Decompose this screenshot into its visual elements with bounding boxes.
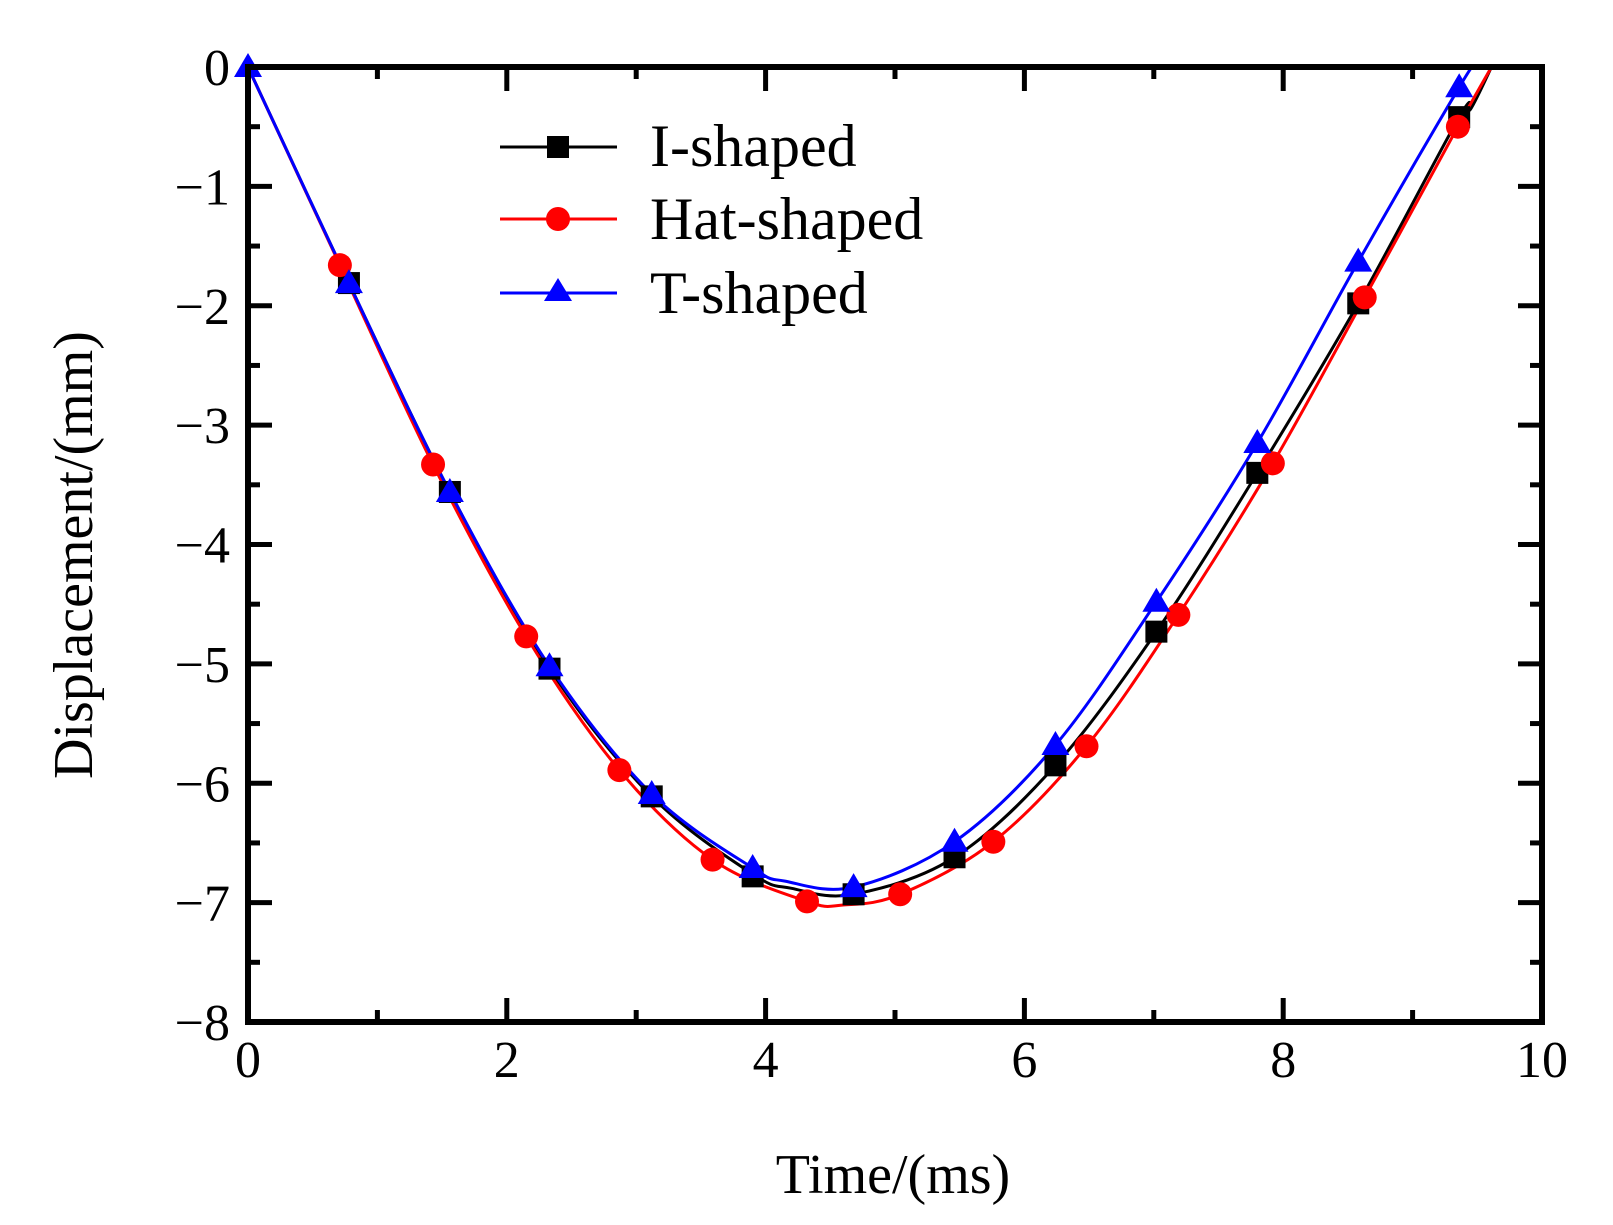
data-point-hat-shaped [421, 452, 446, 477]
y-tick-label: −5 [175, 637, 230, 694]
legend: I-shaped Hat-shaped T-shaped [500, 113, 923, 326]
legend-marker-triangle [544, 278, 572, 301]
y-tick-label: 0 [204, 40, 230, 97]
data-point-hat-shaped [1445, 114, 1470, 139]
data-point-hat-shaped [1260, 451, 1285, 476]
y-tick-label: −8 [175, 995, 230, 1052]
data-point-hat-shaped [795, 889, 820, 914]
data-point-i-shaped [1044, 754, 1067, 777]
data-point-i-shaped [1145, 620, 1168, 643]
y-tick-label: −1 [175, 159, 230, 216]
legend-label-i-shaped: I-shaped [650, 113, 857, 179]
data-point-hat-shaped [1352, 285, 1377, 310]
x-tick-label: 10 [1516, 1032, 1568, 1089]
data-point-t-shaped [637, 779, 666, 804]
y-tick-labels: 0 −1 −2 −3 −4 −5 −6 −7 −8 [175, 40, 230, 1052]
data-point-t-shaped [940, 827, 969, 852]
y-tick-label: −6 [175, 756, 230, 813]
data-point-hat-shaped [607, 758, 632, 783]
data-point-t-shaped [1344, 247, 1373, 272]
legend-marker-square [547, 136, 569, 158]
legend-marker-circle [546, 207, 570, 231]
x-tick-label: 0 [235, 1032, 261, 1089]
legend-label-t-shaped: T-shaped [650, 260, 868, 326]
data-point-t-shaped [435, 477, 464, 502]
x-axis-title: Time/(ms) [776, 1144, 1010, 1206]
data-point-t-shaped [535, 652, 564, 677]
legend-item-i-shaped: I-shaped [500, 113, 857, 179]
data-point-hat-shaped [888, 882, 913, 907]
series-markers [234, 53, 1474, 914]
data-point-t-shaped [1243, 429, 1272, 454]
x-tick-label: 4 [753, 1032, 779, 1089]
data-point-t-shaped [738, 854, 767, 879]
data-point-t-shaped [1445, 73, 1474, 98]
y-tick-label: −3 [175, 398, 230, 455]
data-point-hat-shaped [514, 624, 539, 649]
x-tick-label: 6 [1011, 1032, 1037, 1089]
data-point-t-shaped [334, 269, 363, 294]
x-tick-label: 2 [494, 1032, 520, 1089]
data-point-hat-shaped [327, 253, 352, 278]
legend-item-t-shaped: T-shaped [500, 260, 868, 326]
plot-frame [245, 64, 1545, 1025]
data-point-t-shaped [1142, 587, 1171, 612]
data-point-t-shaped [839, 873, 868, 898]
data-point-hat-shaped [981, 829, 1006, 854]
y-tick-label: −4 [175, 518, 230, 575]
data-point-hat-shaped [1166, 602, 1191, 627]
data-point-hat-shaped [700, 847, 725, 872]
y-tick-label: −7 [175, 876, 230, 933]
data-point-t-shaped [1041, 731, 1070, 756]
legend-item-hat-shaped: Hat-shaped [500, 186, 923, 252]
y-tick-label: −2 [175, 279, 230, 336]
legend-label-hat-shaped: Hat-shaped [650, 186, 923, 252]
data-point-hat-shaped [1074, 734, 1099, 759]
x-tick-label: 8 [1270, 1032, 1296, 1089]
x-tick-labels: 0 2 4 6 8 10 [235, 1032, 1568, 1089]
data-point-i-shaped [943, 846, 966, 869]
y-axis-title: Displacement/(mm) [43, 331, 105, 779]
